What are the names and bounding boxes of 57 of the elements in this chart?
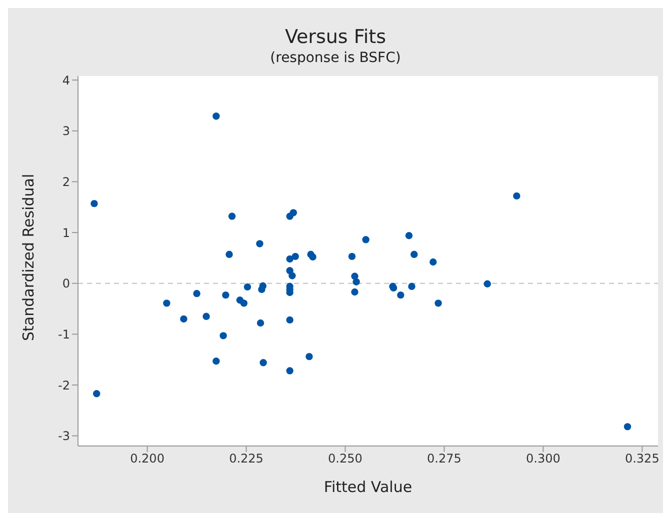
point bbox=[93, 390, 100, 398]
y-tick-label: 4 bbox=[62, 73, 70, 88]
point bbox=[202, 312, 210, 320]
point bbox=[408, 282, 416, 290]
point bbox=[286, 367, 294, 374]
point bbox=[290, 209, 297, 216]
y-tick-label: -2 bbox=[58, 378, 70, 392]
x-tick-label: 0.275 bbox=[427, 452, 462, 466]
point bbox=[292, 252, 299, 260]
point bbox=[212, 112, 220, 120]
point bbox=[309, 253, 316, 261]
y-tick-label: 2 bbox=[62, 174, 70, 189]
point bbox=[397, 291, 404, 299]
point bbox=[222, 291, 230, 299]
point bbox=[256, 240, 264, 248]
point bbox=[220, 332, 227, 340]
x-tick-label: 0.300 bbox=[526, 452, 560, 466]
point bbox=[260, 359, 267, 366]
chart-subtitle: (response is BSFC) bbox=[269, 50, 402, 66]
point bbox=[258, 286, 266, 294]
point bbox=[484, 280, 491, 288]
y-tick-label: 1 bbox=[62, 226, 70, 240]
y-tick-label: -3 bbox=[58, 429, 70, 444]
point bbox=[362, 236, 370, 244]
y-tick-label: -1 bbox=[58, 327, 70, 342]
point bbox=[624, 423, 632, 430]
point bbox=[286, 255, 294, 263]
point bbox=[430, 258, 437, 266]
point bbox=[256, 319, 264, 327]
point bbox=[240, 300, 248, 307]
y-tick-label: 3 bbox=[62, 124, 70, 138]
point bbox=[244, 283, 252, 291]
point bbox=[226, 250, 233, 258]
point bbox=[193, 290, 200, 298]
point bbox=[352, 278, 360, 286]
x-tick-label: 0.225 bbox=[229, 452, 264, 466]
point bbox=[288, 272, 296, 280]
x-axis-title: Fitted Value bbox=[324, 478, 412, 496]
x-tick-label: 0.325 bbox=[624, 452, 660, 466]
point bbox=[228, 212, 236, 220]
point bbox=[286, 316, 294, 324]
y-axis-title: Standardized Residual bbox=[19, 174, 38, 341]
y-tick-label: 0 bbox=[62, 276, 70, 291]
x-tick-label: 0.250 bbox=[328, 452, 362, 466]
point bbox=[306, 352, 313, 360]
point bbox=[212, 358, 220, 365]
point bbox=[405, 232, 413, 240]
point bbox=[410, 250, 418, 258]
point bbox=[163, 300, 170, 307]
point bbox=[180, 315, 188, 323]
point bbox=[348, 252, 356, 260]
point bbox=[434, 300, 442, 307]
chart-title: Versus Fits bbox=[284, 25, 388, 48]
point bbox=[351, 288, 358, 296]
point bbox=[90, 200, 98, 208]
x-tick-label: 0.200 bbox=[130, 452, 164, 466]
point bbox=[513, 192, 520, 200]
